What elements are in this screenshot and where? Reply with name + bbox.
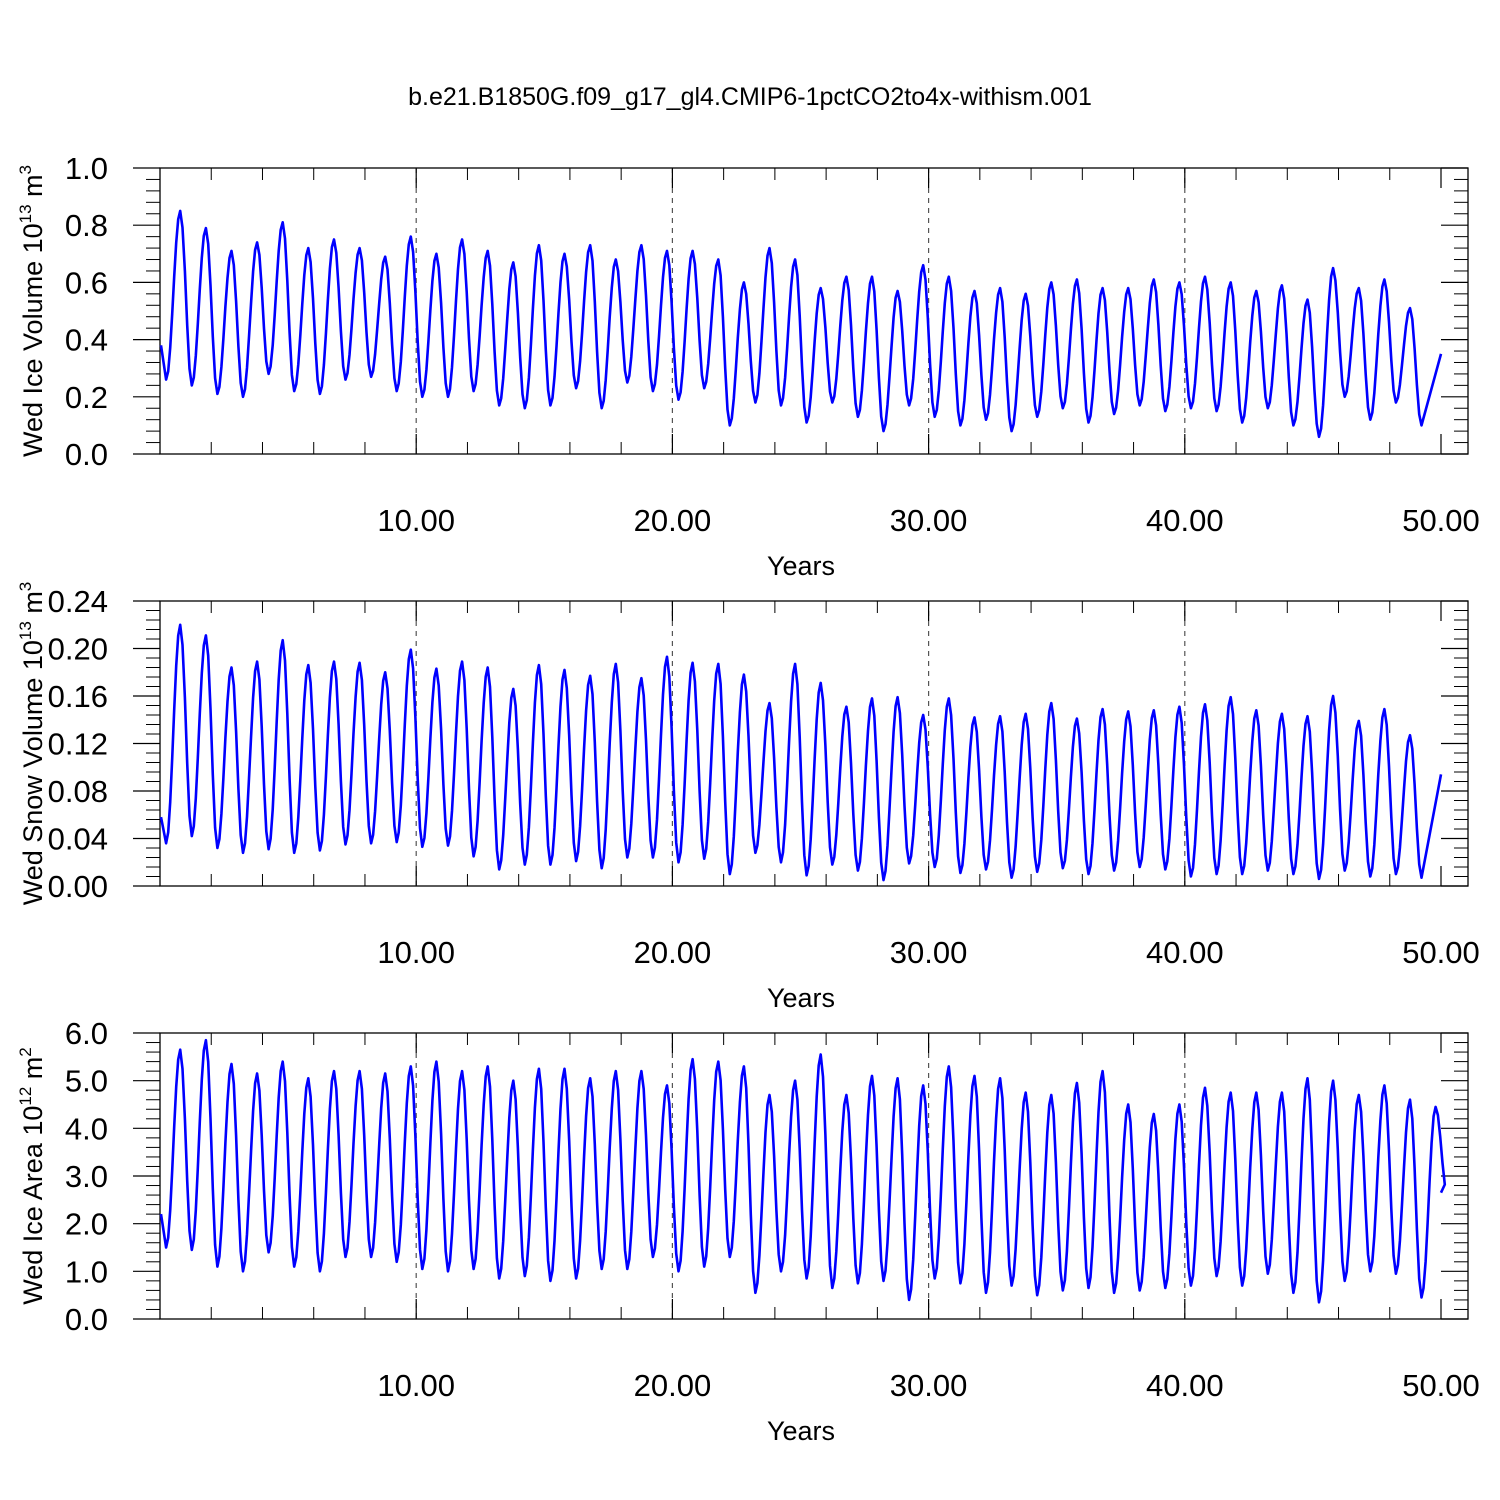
- x-tick-label: 30.00: [890, 1368, 968, 1403]
- y-tick-label: 6.0: [65, 1016, 108, 1051]
- series-line: [159, 1038, 1447, 1304]
- chart-title: b.e21.B1850G.f09_g17_gl4.CMIP6-1pctCO2to…: [408, 83, 1092, 111]
- y-tick-label: 0.24: [48, 584, 108, 619]
- x-axis-title: Years: [767, 983, 835, 1013]
- x-tick-label: 20.00: [634, 1368, 712, 1403]
- plot-frame: [159, 167, 1469, 455]
- panel-2: 10.00 20.00 30.00 40.00 50.00 0.00 0.04 0.08 0.1…: [16, 582, 1480, 1013]
- panels: 10.00 20.00 30.00 40.00 50.00 0.0 0.2 0.4 0.6 0.8…: [16, 151, 1480, 1446]
- y-axis-title: Wed Ice Volume 1013 m3: [16, 165, 48, 457]
- y-tick-label: 1.0: [65, 151, 108, 186]
- x-axis-title: Years: [767, 551, 835, 581]
- y-tick-label: 0.04: [48, 822, 108, 857]
- y-tick-label: 0.08: [48, 774, 108, 809]
- y-axis-title: Wed Ice Area 1012 m2: [16, 1047, 48, 1305]
- y-tick-label: 0.8: [65, 208, 108, 243]
- y-tick-label: 2.0: [65, 1207, 108, 1242]
- y-tick-label: 3.0: [65, 1159, 108, 1194]
- x-tick-label: 40.00: [1146, 1368, 1224, 1403]
- x-tick-label: 10.00: [377, 1368, 455, 1403]
- x-tick-label: 50.00: [1402, 1368, 1480, 1403]
- y-tick-label: 1.0: [65, 1254, 108, 1289]
- y-axis-title: Wed Snow Volume 1013 m3: [16, 582, 48, 906]
- y-tick-label: 0.2: [65, 380, 108, 415]
- x-tick-label: 40.00: [1146, 503, 1224, 538]
- x-tick-label: 20.00: [634, 503, 712, 538]
- y-tick-label: 0.4: [65, 323, 108, 358]
- x-tick-label: 30.00: [890, 503, 968, 538]
- x-tick-label: 10.00: [377, 503, 455, 538]
- y-tick-label: 4.0: [65, 1111, 108, 1146]
- y-tick-label: 0.16: [48, 679, 108, 714]
- y-tick-label: 5.0: [65, 1064, 108, 1099]
- y-tick-label: 0.6: [65, 265, 108, 300]
- series-line: [159, 623, 1443, 882]
- x-tick-label: 50.00: [1402, 935, 1480, 970]
- series-line: [159, 209, 1443, 439]
- panel-1: 10.00 20.00 30.00 40.00 50.00 0.0 0.2 0.4 0.6 0.8…: [16, 151, 1480, 581]
- x-tick-label: 30.00: [890, 935, 968, 970]
- x-axis-title: Years: [767, 1416, 835, 1446]
- panel-3: 10.00 20.00 30.00 40.00 50.00 0.0 1.0 2.0 3.0 4.0…: [16, 1016, 1480, 1446]
- x-tick-label: 10.00: [377, 935, 455, 970]
- y-tick-label: 0.00: [48, 869, 108, 904]
- y-tick-label: 0.12: [48, 727, 108, 762]
- x-tick-label: 20.00: [634, 935, 712, 970]
- y-tick-label: 0.0: [65, 437, 108, 472]
- y-tick-label: 0.0: [65, 1302, 108, 1337]
- x-tick-label: 50.00: [1402, 503, 1480, 538]
- x-tick-label: 40.00: [1146, 935, 1224, 970]
- y-tick-label: 0.20: [48, 632, 108, 667]
